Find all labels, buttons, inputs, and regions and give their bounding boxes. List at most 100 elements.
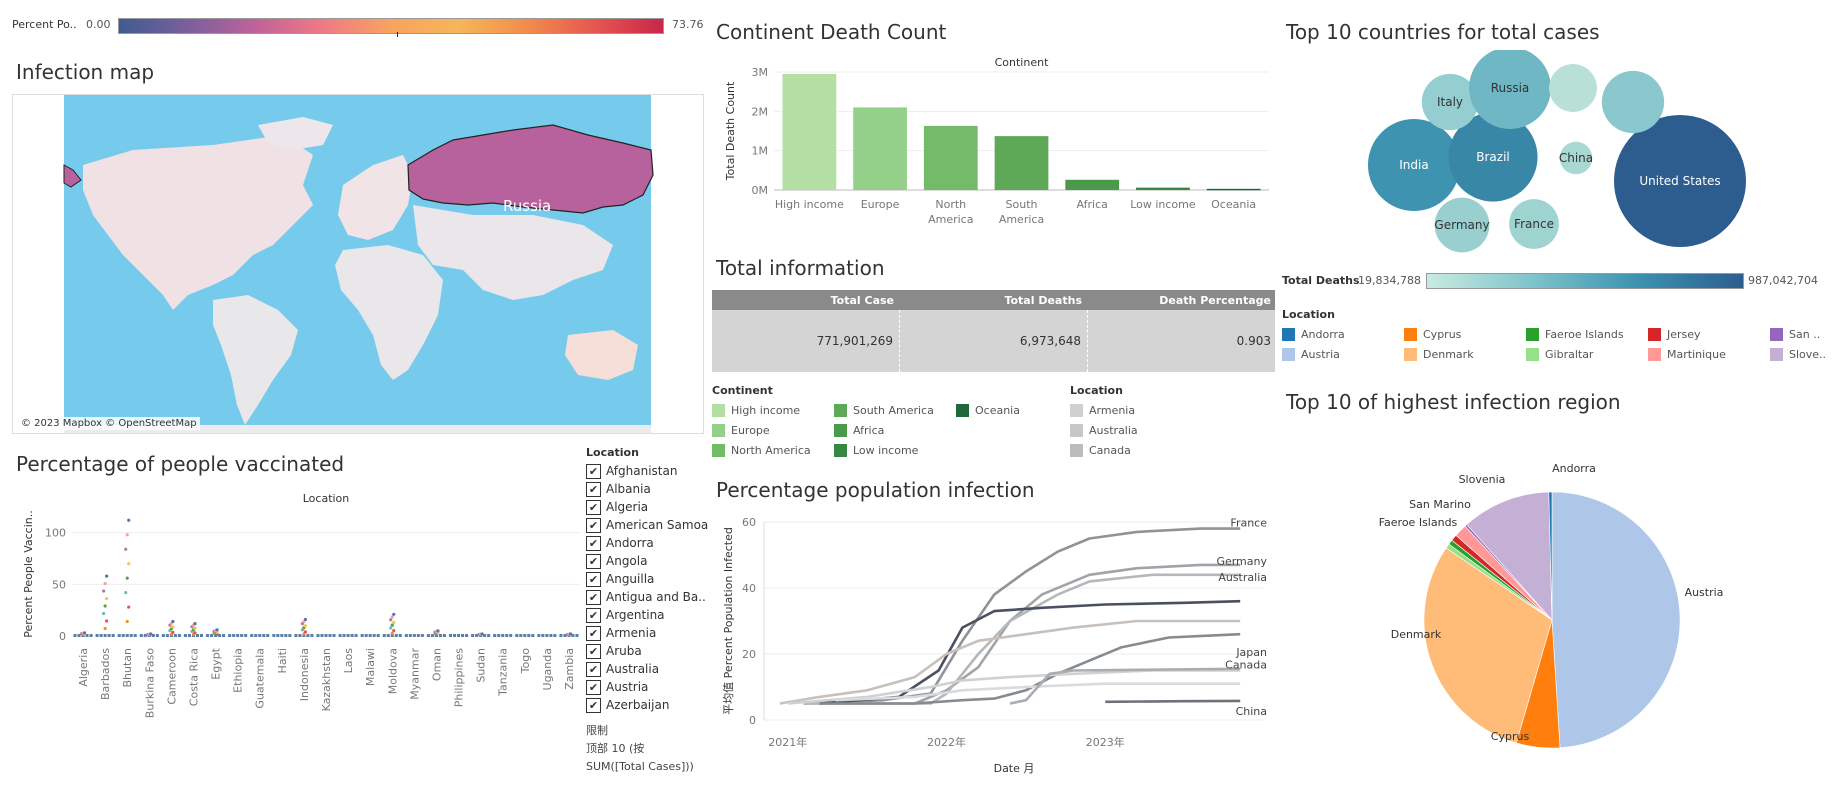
vaccinated-point[interactable] (320, 634, 324, 637)
location-filter-item[interactable]: ✔ Angola (586, 552, 716, 570)
vaccinated-point[interactable] (523, 634, 527, 637)
pie-slice[interactable] (1551, 491, 1681, 749)
vaccinated-point[interactable] (244, 634, 248, 637)
vaccinated-point[interactable] (559, 634, 563, 637)
bubble[interactable] (1448, 112, 1538, 202)
checkbox-checked-icon[interactable]: ✔ (586, 589, 601, 605)
vaccinated-point[interactable] (515, 634, 519, 637)
vaccinated-point[interactable] (125, 634, 129, 637)
vaccinated-point[interactable] (133, 634, 137, 637)
vaccinated-point[interactable] (442, 634, 446, 637)
vaccinated-point[interactable] (272, 634, 276, 637)
vaccinated-point[interactable] (310, 634, 314, 637)
vaccinated-point[interactable] (199, 634, 203, 637)
continent-bar[interactable] (923, 125, 978, 190)
continent-legend-item[interactable]: Oceania (956, 400, 1052, 420)
vaccinated-point[interactable] (139, 634, 143, 637)
vaccinated-point[interactable] (527, 634, 531, 637)
vaccinated-point[interactable] (430, 634, 434, 637)
location-legend-item[interactable]: Jersey (1648, 324, 1770, 344)
vaccinated-point[interactable] (404, 634, 408, 637)
vaccinated-point[interactable] (187, 634, 191, 637)
vaccinated-point[interactable] (438, 634, 442, 637)
pie-slice[interactable] (1466, 491, 1553, 621)
location-legend-item[interactable]: Faeroe Islands (1526, 324, 1648, 344)
location-legend-small-item[interactable]: Australia (1070, 420, 1270, 440)
vaccinated-point[interactable] (288, 634, 292, 637)
vaccinated-point[interactable] (392, 612, 396, 616)
bubble[interactable] (1367, 118, 1461, 212)
checkbox-checked-icon[interactable]: ✔ (586, 607, 601, 623)
vaccinated-point[interactable] (103, 626, 107, 631)
checkbox-checked-icon[interactable]: ✔ (586, 481, 601, 497)
vaccinated-point[interactable] (236, 634, 240, 637)
vaccinated-point[interactable] (303, 617, 308, 622)
bubble[interactable] (1421, 73, 1479, 131)
checkbox-checked-icon[interactable]: ✔ (586, 571, 601, 587)
vaccinated-point[interactable] (99, 634, 103, 637)
vaccinated-point[interactable] (545, 634, 549, 637)
vaccinated-point[interactable] (125, 533, 129, 537)
location-filter-item[interactable]: ✔ American Samoa (586, 516, 716, 534)
vaccinated-point[interactable] (294, 634, 298, 637)
vaccinated-point[interactable] (228, 634, 232, 637)
vaccinated-point[interactable] (493, 634, 497, 637)
checkbox-checked-icon[interactable]: ✔ (586, 517, 601, 533)
vaccinated-point[interactable] (210, 634, 214, 637)
location-legend-item[interactable]: Andorra (1282, 324, 1404, 344)
location-filter-item[interactable]: ✔ Australia (586, 660, 716, 678)
continent-legend-item[interactable]: High income (712, 400, 834, 420)
vaccinated-point[interactable] (332, 634, 336, 637)
vaccinated-point[interactable] (537, 634, 541, 637)
vaccinated-point[interactable] (390, 615, 394, 619)
continent-bar[interactable] (994, 136, 1049, 190)
vaccinated-point[interactable] (77, 634, 81, 637)
pop-infection-series-line[interactable] (1009, 667, 1241, 705)
vaccinated-point[interactable] (276, 634, 280, 637)
vaccinated-point[interactable] (117, 634, 121, 637)
vaccinated-point[interactable] (563, 634, 567, 637)
location-filter-item[interactable]: ✔ Albania (586, 480, 716, 498)
vaccinated-point[interactable] (127, 605, 131, 609)
vaccinated-point[interactable] (215, 628, 219, 632)
vaccinated-point[interactable] (161, 634, 165, 637)
vaccinated-point[interactable] (151, 634, 155, 637)
continent-legend-item[interactable]: South America (834, 400, 956, 420)
vaccinated-point[interactable] (254, 634, 258, 637)
vaccinated-point[interactable] (389, 618, 393, 622)
vaccinated-point[interactable] (177, 634, 181, 637)
vaccinated-point[interactable] (262, 634, 266, 637)
vaccinated-point[interactable] (73, 634, 77, 637)
vaccinated-point[interactable] (193, 631, 197, 635)
vaccinated-point[interactable] (328, 634, 332, 637)
continent-legend-item[interactable]: Low income (834, 440, 956, 460)
bubble[interactable] (1601, 70, 1665, 134)
vaccinated-point[interactable] (389, 626, 393, 630)
location-filter-item[interactable]: ✔ Andorra (586, 534, 716, 552)
vaccinated-point[interactable] (453, 634, 457, 637)
vaccinated-point[interactable] (346, 634, 350, 637)
vaccinated-point[interactable] (250, 634, 254, 637)
vaccinated-point[interactable] (575, 634, 579, 637)
vaccinated-point[interactable] (390, 631, 394, 635)
vaccinated-point[interactable] (408, 634, 412, 637)
vaccinated-point[interactable] (306, 634, 310, 637)
vaccinated-point[interactable] (171, 625, 175, 629)
vaccinated-point[interactable] (497, 634, 501, 637)
vaccinated-point[interactable] (436, 629, 440, 633)
vaccinated-point[interactable] (303, 630, 308, 634)
pop-infection-series-line[interactable] (819, 599, 1241, 705)
infection-map[interactable]: Russia © 2023 Mapbox © OpenStreetMap (12, 94, 704, 434)
checkbox-checked-icon[interactable]: ✔ (586, 679, 601, 695)
bubble[interactable] (1559, 141, 1593, 175)
vaccinated-point[interactable] (165, 634, 169, 637)
location-filter-item[interactable]: ✔ Austria (586, 678, 716, 696)
checkbox-checked-icon[interactable]: ✔ (586, 535, 601, 551)
vaccinated-point[interactable] (354, 634, 358, 637)
location-legend-small-item[interactable]: Canada (1070, 440, 1270, 460)
vaccinated-point[interactable] (394, 634, 398, 637)
continent-legend-item[interactable]: Europe (712, 420, 834, 440)
continent-legend-item[interactable]: Africa (834, 420, 956, 440)
vaccinated-point[interactable] (103, 634, 107, 637)
location-filter-item[interactable]: ✔ Argentina (586, 606, 716, 624)
